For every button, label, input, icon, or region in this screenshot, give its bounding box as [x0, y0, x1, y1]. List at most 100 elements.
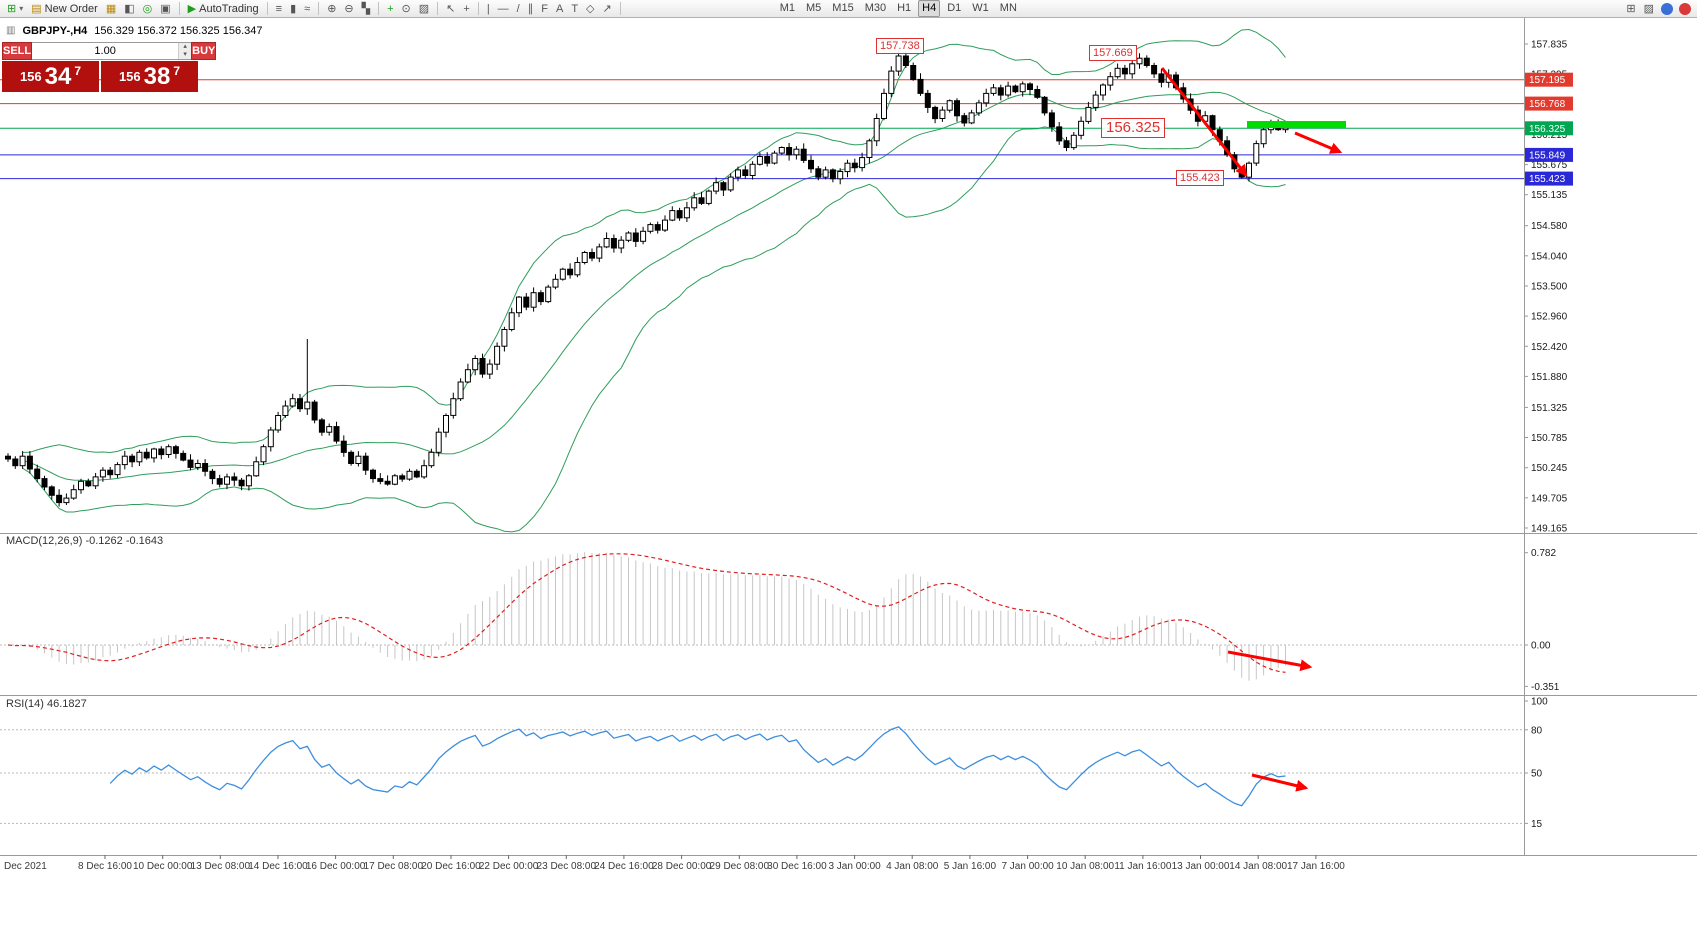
candle [793, 148, 800, 156]
volume-stepper[interactable]: ▴ ▾ [178, 43, 192, 59]
timeframe-m30[interactable]: M30 [864, 2, 887, 14]
candle [603, 238, 610, 248]
new-chart-button[interactable]: ⊞ ▾ [4, 1, 26, 17]
trend-arrow-2[interactable] [1227, 650, 1313, 672]
timeframe-mn[interactable]: MN [999, 2, 1017, 14]
rsi-label: RSI(14) 46.1827 [6, 698, 87, 710]
svg-text:156.215: 156.215 [1531, 130, 1568, 141]
line-chart-button[interactable]: ≈ [301, 1, 313, 17]
candle [815, 168, 822, 178]
chart-symbol-icon: ▥ [6, 25, 16, 36]
svg-text:156.325: 156.325 [1529, 124, 1566, 135]
price-chart[interactable]: 157.835157.295156.215155.675155.135154.5… [0, 18, 1697, 942]
candle [172, 446, 179, 454]
price-callout-157738[interactable]: 157.738 [876, 38, 924, 54]
candle-chart-button[interactable]: ▮ [287, 1, 299, 17]
candle [669, 210, 676, 221]
new-order-button[interactable]: ▤ New Order [28, 1, 101, 17]
candle [917, 78, 924, 94]
candle [399, 475, 406, 480]
trend-arrow-3[interactable] [1251, 773, 1309, 792]
separator [178, 2, 180, 15]
candle [85, 480, 92, 487]
trend-arrow-0[interactable] [1160, 67, 1248, 177]
crosshair-button[interactable]: + [460, 1, 472, 17]
templates-button[interactable]: ▨ [416, 1, 432, 17]
candle [1246, 162, 1252, 178]
candle [70, 489, 77, 499]
zoom-in-button[interactable]: ⊕ [324, 1, 339, 17]
timeframe-h4[interactable]: H4 [918, 0, 941, 17]
candle [1048, 112, 1055, 128]
volume-input[interactable] [32, 43, 179, 59]
autotrading-label: AutoTrading [199, 2, 259, 15]
symbol-period-label: GBPJPY-,H4 [22, 25, 88, 37]
timeframe-m15[interactable]: M15 [832, 2, 854, 14]
text-label-button[interactable]: T [568, 1, 581, 17]
channel-button[interactable]: ∥ [525, 1, 537, 17]
candle [516, 296, 522, 314]
bar-chart-button[interactable]: ≡ [273, 1, 285, 17]
highlight-bar[interactable] [1247, 121, 1346, 128]
buy-button[interactable]: BUY [191, 42, 217, 60]
price-callout-156325[interactable]: 156.325 [1101, 118, 1166, 138]
cursor-button[interactable]: ↖ [443, 1, 458, 17]
sell-button[interactable]: SELL [2, 42, 33, 60]
buy-price-display[interactable]: 156 38 7 [101, 61, 198, 92]
data-window-button[interactable]: ◧ [121, 1, 137, 17]
candle [1085, 106, 1092, 122]
svg-text:24 Dec 16:00: 24 Dec 16:00 [594, 861, 654, 872]
stepper-down-icon[interactable]: ▾ [183, 51, 187, 58]
stepper-up-icon[interactable]: ▴ [183, 43, 187, 50]
horizontal-line-button[interactable]: — [495, 1, 512, 17]
navigator-button[interactable]: ◎ [140, 1, 156, 17]
candle [559, 268, 566, 280]
candle [435, 431, 442, 453]
price-callout-157669[interactable]: 157.669 [1089, 45, 1137, 61]
candle [158, 448, 165, 456]
autotrading-button[interactable]: ▶ AutoTrading [185, 1, 262, 17]
market-watch-icon: ▦ [105, 3, 117, 15]
timeframe-h1[interactable]: H1 [897, 2, 912, 14]
candle [1136, 57, 1143, 65]
zoom-out-button[interactable]: ⊖ [341, 1, 356, 17]
candle [1070, 134, 1077, 149]
price-callout-155423[interactable]: 155.423 [1176, 170, 1224, 186]
timeframe-m1[interactable]: M1 [779, 2, 796, 14]
candle [311, 401, 318, 421]
terminal-button[interactable]: ▣ [157, 1, 173, 17]
candle [48, 486, 55, 496]
timeframe-w1[interactable]: W1 [972, 2, 989, 14]
arrows-tool-button[interactable]: ↗ [600, 1, 615, 17]
shapes-button[interactable]: ◇ [583, 1, 597, 17]
timeframe-m5[interactable]: M5 [806, 2, 822, 14]
price-tag-155.423 [1525, 171, 1573, 186]
candle [348, 451, 355, 464]
sell-price-display[interactable]: 156 34 7 [2, 61, 99, 92]
candle [975, 102, 982, 114]
docking-icon: ⊞ [1626, 3, 1636, 15]
candle [1056, 126, 1063, 142]
alerts-icon[interactable] [1679, 2, 1691, 15]
candle [421, 465, 428, 478]
tile-windows-button[interactable]: ▚ [359, 1, 373, 17]
candle [1063, 140, 1070, 149]
vertical-line-button[interactable]: | [484, 1, 493, 17]
periods-button[interactable]: ⊙ [399, 1, 414, 17]
candle [698, 197, 705, 204]
svg-text:154.040: 154.040 [1531, 251, 1568, 262]
styles-button[interactable]: ▨ [1641, 1, 1657, 17]
market-watch-button[interactable]: ▦ [103, 1, 119, 17]
fibonacci-button[interactable]: F [538, 1, 551, 17]
price-tag-156.768 [1525, 96, 1573, 111]
community-icon[interactable] [1661, 2, 1673, 15]
trendline-button[interactable]: / [514, 1, 523, 17]
candle [78, 480, 84, 491]
timeframe-d1[interactable]: D1 [947, 2, 962, 14]
docking-button[interactable]: ⊞ [1623, 1, 1638, 17]
trend-arrow-1[interactable] [1294, 131, 1343, 154]
candle [735, 169, 741, 178]
candle [253, 461, 260, 477]
indicators-button[interactable]: + [384, 1, 396, 17]
text-button[interactable]: A [553, 1, 566, 17]
